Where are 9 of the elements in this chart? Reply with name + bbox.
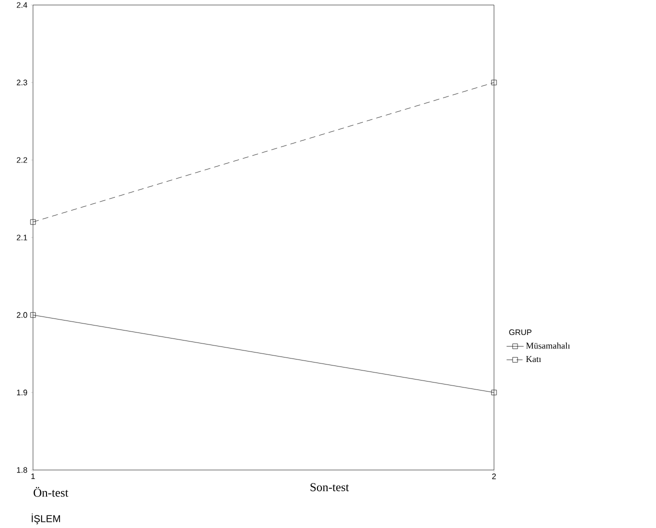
legend-label: Katı xyxy=(526,356,542,362)
text: Ön-test xyxy=(34,486,68,497)
x-axis-title: İŞLEM xyxy=(32,513,60,524)
point xyxy=(491,80,497,86)
point xyxy=(30,312,36,318)
legend-label: Müsamahalı xyxy=(526,342,570,349)
point xyxy=(491,390,497,396)
point xyxy=(30,219,36,225)
text: Son-test xyxy=(310,483,349,492)
